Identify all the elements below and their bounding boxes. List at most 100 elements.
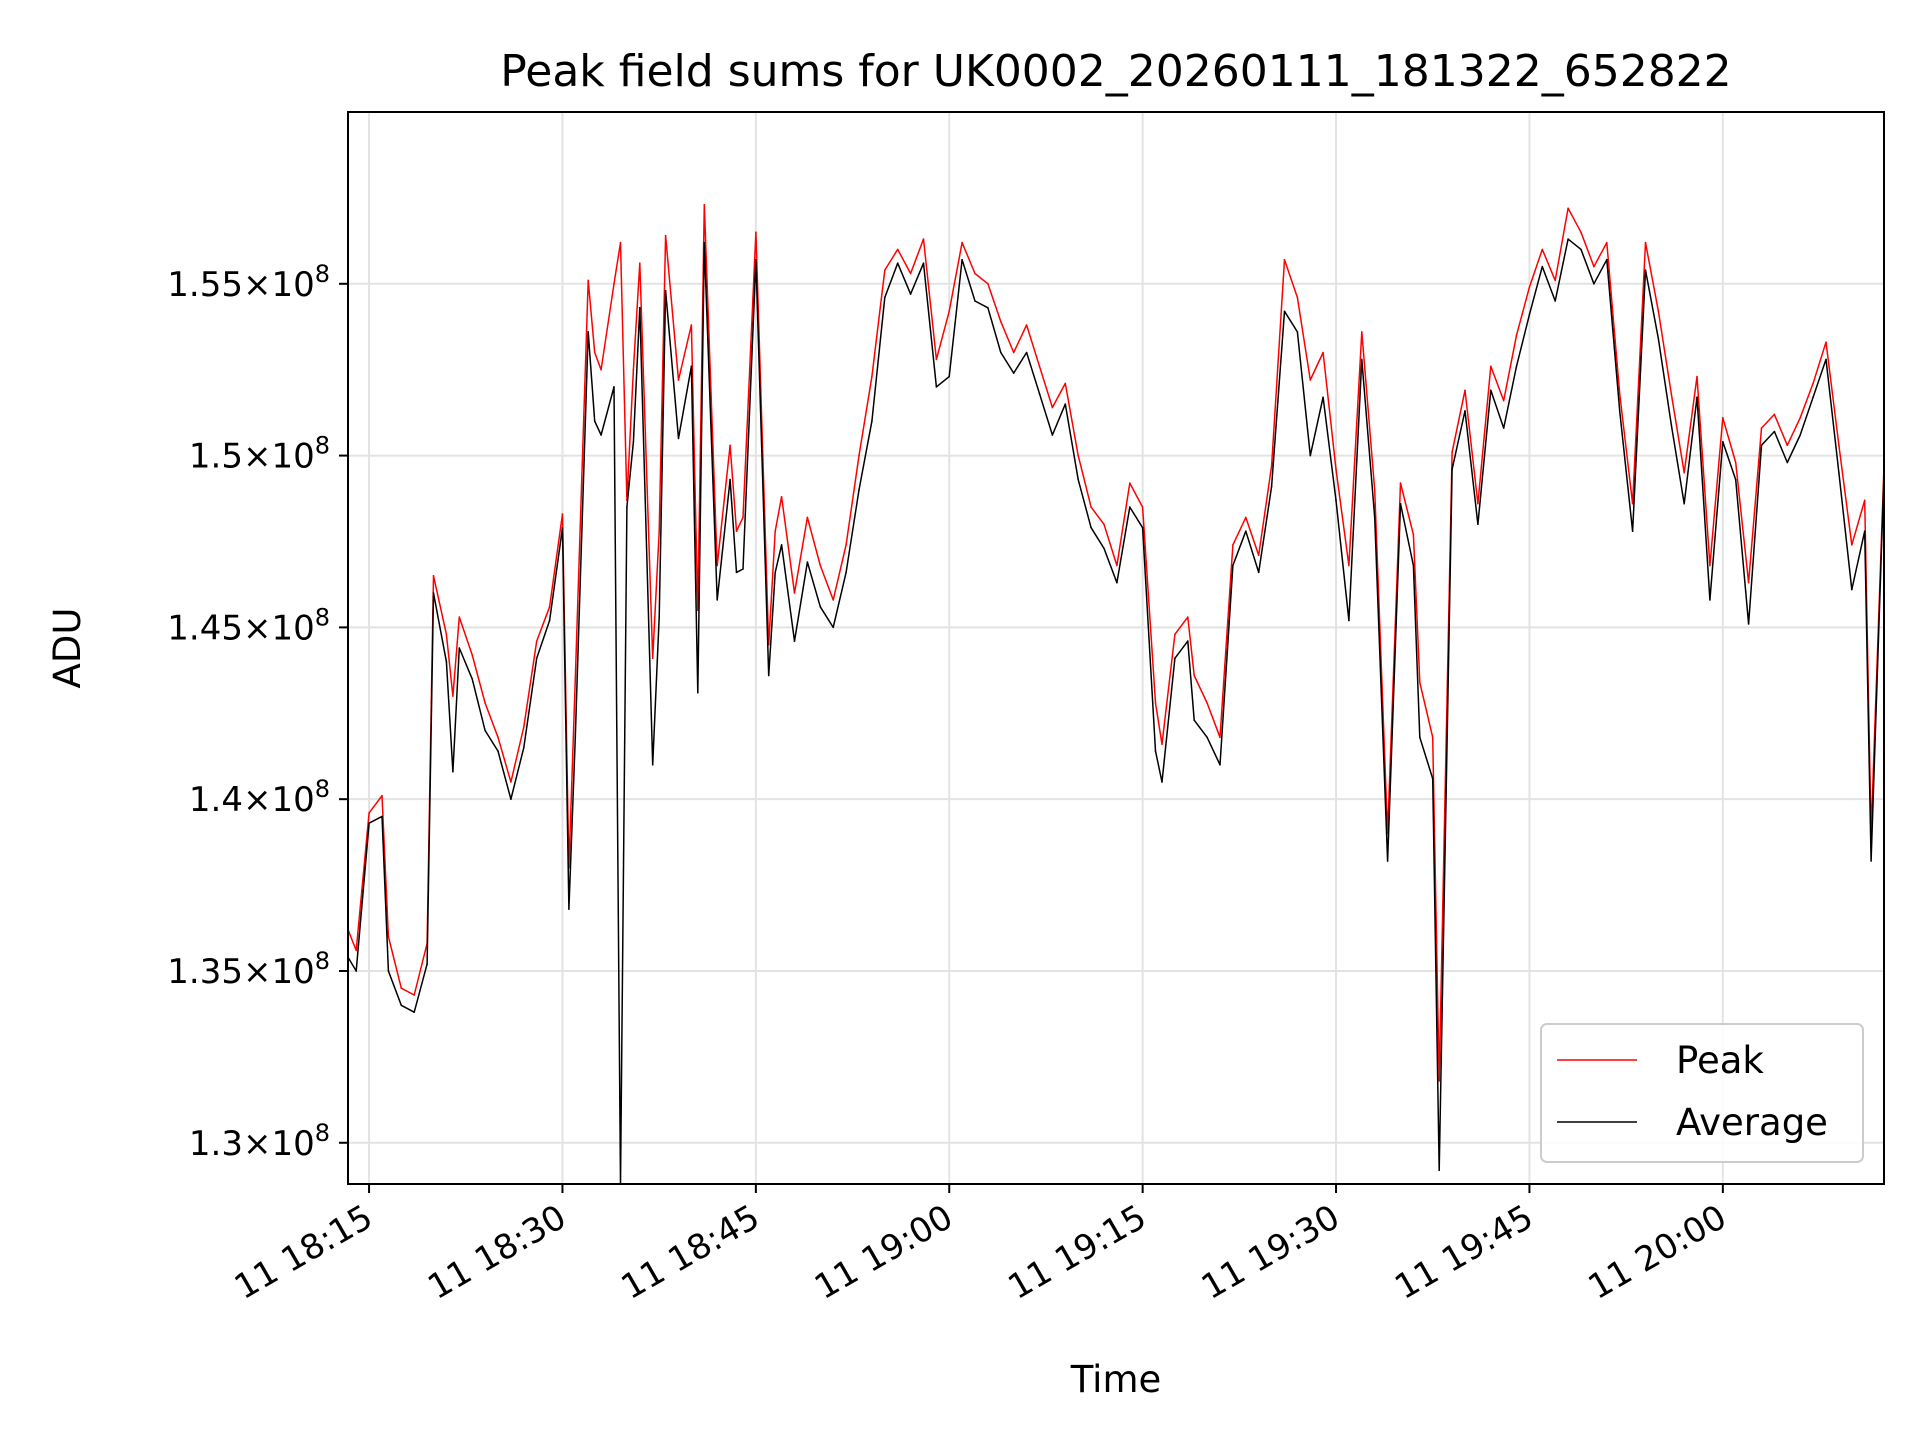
data-point-peak [1670, 392, 1673, 395]
data-point-average [1322, 396, 1324, 399]
data-point-peak [1335, 468, 1337, 471]
data-point-average [561, 526, 564, 529]
data-point-peak [413, 994, 416, 996]
data-point-average [1567, 238, 1569, 240]
data-point-peak [961, 241, 963, 244]
data-point-average [1490, 389, 1492, 392]
series-peak [348, 204, 1884, 1082]
data-point-average [1451, 468, 1453, 471]
data-point-peak [368, 812, 370, 814]
data-point-peak [1361, 331, 1363, 333]
data-point-average [368, 822, 370, 824]
data-point-average [1431, 777, 1434, 780]
data-point-peak [593, 351, 596, 354]
data-point-average [1296, 331, 1299, 333]
data-point-average [664, 289, 667, 292]
data-point-peak [1554, 279, 1556, 282]
data-point-peak [832, 599, 834, 601]
data-point-peak [1580, 231, 1582, 234]
data-point-peak [755, 231, 757, 234]
data-point-average [1103, 547, 1105, 550]
data-point-peak [1618, 392, 1621, 395]
data-point-average [1812, 396, 1814, 399]
data-point-average [1348, 619, 1350, 622]
data-point-peak [1206, 702, 1208, 704]
data-point-peak [974, 272, 976, 275]
data-point-average [1838, 472, 1840, 474]
data-point-peak [658, 530, 660, 532]
data-point-peak [1606, 241, 1608, 244]
data-point-average [884, 296, 886, 299]
data-point-average [1464, 410, 1466, 412]
data-point-peak [1515, 334, 1518, 337]
data-point-average [1270, 485, 1273, 488]
data-point-average [1051, 434, 1054, 436]
data-point-peak [445, 633, 448, 636]
data-point-average [1129, 506, 1131, 508]
data-point-average [690, 365, 693, 368]
data-point-average [1025, 351, 1028, 354]
y-tick-mantissa: 1.3×10 [189, 1124, 315, 1164]
data-point-average [1657, 338, 1660, 340]
data-point-average [1593, 283, 1595, 285]
data-point-average [845, 571, 847, 574]
data-point-average [1709, 599, 1711, 601]
data-point-average [793, 640, 796, 642]
data-point-peak [1734, 461, 1737, 464]
data-point-peak [703, 204, 706, 206]
data-point-average [871, 420, 873, 423]
data-point-peak [1747, 581, 1750, 584]
data-point-peak [1373, 489, 1376, 491]
data-point-peak [1270, 465, 1273, 467]
data-point-peak [561, 513, 564, 515]
data-point-peak [780, 496, 783, 498]
data-point-average [426, 963, 428, 965]
legend: Peak Average [1540, 1023, 1864, 1163]
y-tick-exponent: 8 [315, 432, 330, 460]
data-point-average [742, 568, 744, 570]
data-point-average [1012, 372, 1015, 374]
data-point-peak [1141, 506, 1144, 508]
data-point-average [1696, 396, 1698, 399]
data-point-peak [587, 279, 589, 282]
data-point-peak [1000, 320, 1002, 323]
data-point-peak [1187, 616, 1189, 618]
data-point-average [1283, 310, 1286, 313]
data-point-peak [1232, 544, 1234, 546]
data-point-average [523, 746, 525, 749]
data-point-average [729, 478, 731, 481]
data-point-peak [1773, 413, 1776, 416]
data-point-peak [619, 241, 622, 244]
data-point-peak [1412, 533, 1415, 536]
data-point-average [1399, 502, 1402, 505]
data-point-peak [1477, 502, 1479, 505]
data-point-peak [716, 564, 718, 567]
data-point-peak [1051, 406, 1054, 409]
data-point-peak [845, 544, 847, 546]
data-point-peak [948, 310, 950, 313]
data-point-average [1773, 430, 1776, 433]
data-point-average [1206, 736, 1208, 739]
data-point-peak [896, 248, 899, 251]
data-point-average [484, 729, 486, 732]
data-point-average [1038, 392, 1041, 395]
data-point-peak [1644, 241, 1647, 244]
data-point-average [703, 241, 706, 244]
data-point-average [1683, 502, 1685, 505]
data-point-average [1870, 860, 1872, 862]
data-point-peak [1863, 499, 1866, 502]
data-point-peak [452, 695, 454, 697]
data-point-peak [1025, 324, 1028, 326]
data-point-average [1257, 571, 1260, 574]
data-point-peak [664, 234, 667, 237]
data-point-average [381, 815, 383, 818]
data-point-average [1631, 530, 1634, 532]
data-point-peak [1322, 351, 1324, 354]
data-point-average [1502, 427, 1505, 429]
data-point-average [1670, 423, 1673, 426]
data-point-average [1412, 564, 1415, 567]
data-point-average [1373, 516, 1376, 519]
data-point-average [658, 616, 660, 618]
data-point-average [1786, 461, 1789, 464]
data-point-peak [1245, 516, 1247, 519]
